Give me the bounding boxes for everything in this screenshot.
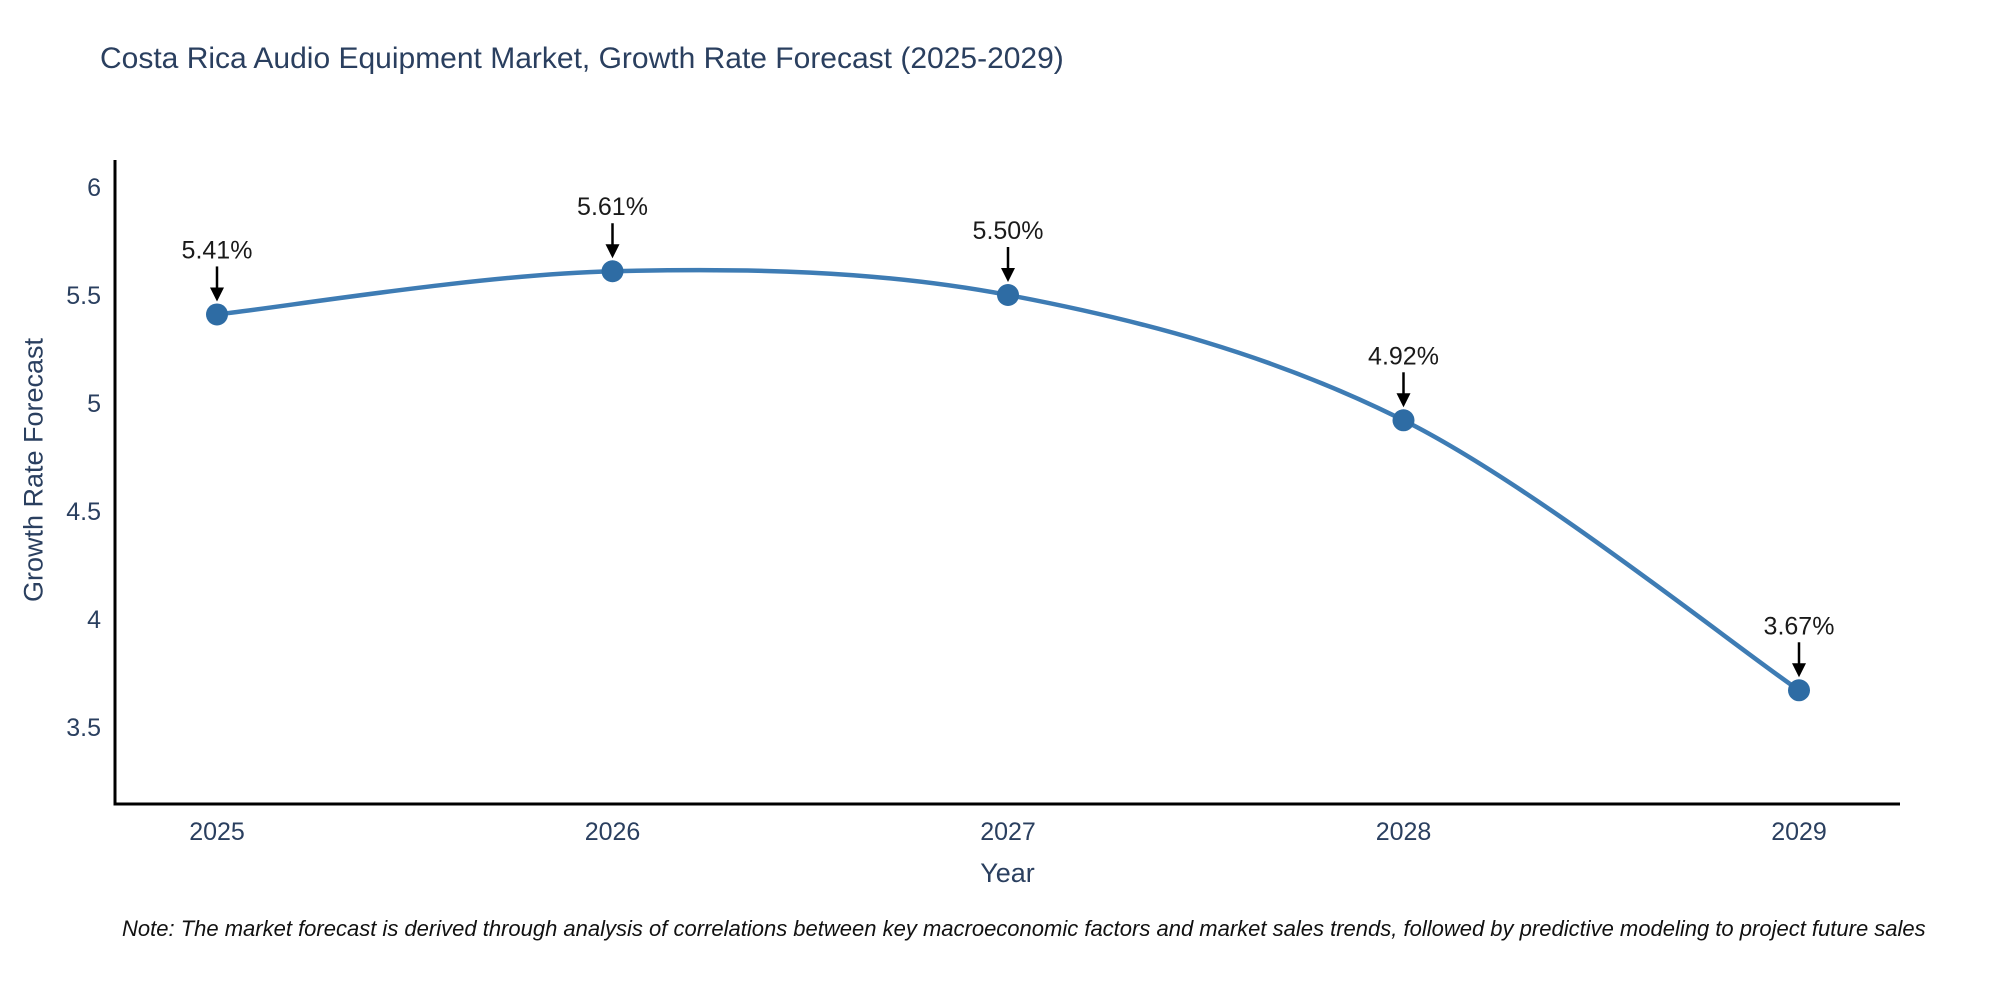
x-tick-label-2029: 2029	[1771, 818, 1827, 846]
trend-line	[214, 267, 1802, 693]
data-point-2027	[997, 284, 1019, 306]
annotation-label-2025: 5.41%	[182, 236, 253, 264]
y-tick-label-5: 5	[87, 390, 101, 418]
x-tick-label-2028: 2028	[1376, 818, 1432, 846]
annotation-arrow-head	[605, 244, 620, 259]
x-tick-label-2027: 2027	[980, 818, 1036, 846]
annotation-label-2026: 5.61%	[577, 193, 648, 221]
data-point-2025	[206, 303, 228, 326]
data-point-2026	[601, 260, 624, 283]
y-tick-label-6: 6	[87, 174, 101, 202]
y-tick-label-3.5: 3.5	[66, 714, 101, 742]
x-tick-label-2025: 2025	[189, 818, 245, 846]
data-point-2028	[1392, 409, 1415, 432]
y-tick-label-4: 4	[87, 606, 101, 634]
x-tick-label-2026: 2026	[585, 818, 641, 846]
annotation-label-2027: 5.50%	[973, 217, 1044, 245]
data-point-2029	[1788, 679, 1810, 702]
annotation-arrow-head	[210, 287, 224, 302]
annotation-label-2028: 4.92%	[1368, 342, 1439, 370]
y-tick-label-5.5: 5.5	[66, 282, 101, 310]
annotation-arrow-head	[1001, 268, 1015, 282]
chart-title: Costa Rica Audio Equipment Market, Growt…	[100, 42, 1064, 75]
annotation-arrow-head	[1396, 393, 1411, 408]
x-axis-title: Year	[980, 858, 1035, 888]
forecast-note: Note: The market forecast is derived thr…	[122, 916, 1926, 941]
annotation-arrow-head	[1792, 663, 1806, 678]
y-tick-label-4.5: 4.5	[66, 498, 101, 526]
annotation-label-2029: 3.67%	[1764, 612, 1835, 640]
